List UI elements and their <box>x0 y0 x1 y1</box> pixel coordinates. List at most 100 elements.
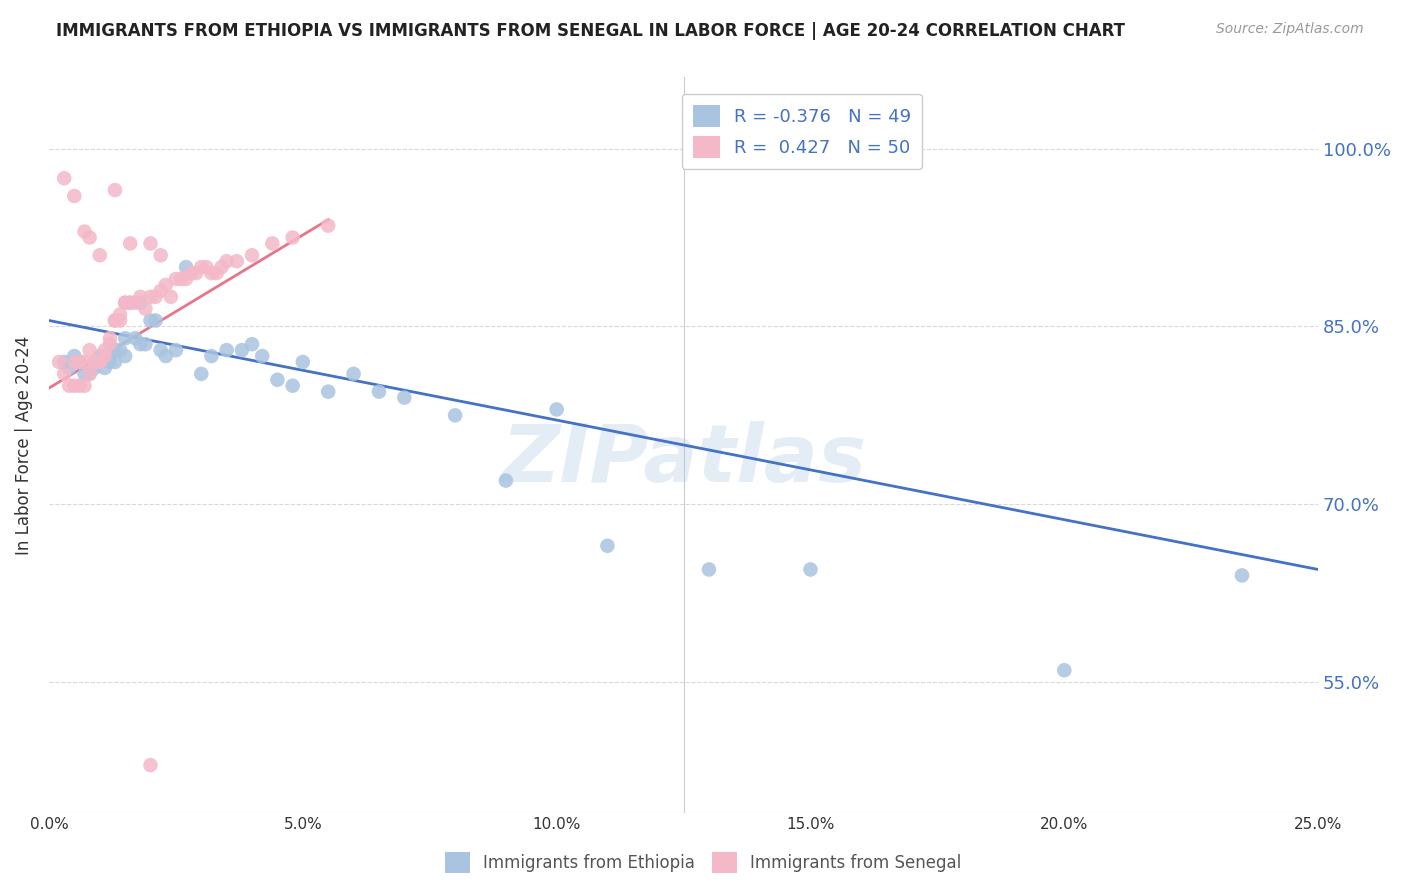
Point <box>316 219 339 233</box>
Point <box>190 260 212 274</box>
Point <box>73 367 96 381</box>
Point <box>108 313 131 327</box>
Point <box>240 337 263 351</box>
Point <box>89 355 111 369</box>
Point <box>83 355 105 369</box>
Point <box>67 355 90 369</box>
Point <box>73 225 96 239</box>
Point <box>155 349 177 363</box>
Point <box>124 295 146 310</box>
Point <box>262 236 284 251</box>
Point <box>108 308 131 322</box>
Point <box>120 295 142 310</box>
Point <box>165 272 187 286</box>
Point <box>63 355 86 369</box>
Point <box>205 266 228 280</box>
Point <box>291 355 314 369</box>
Point <box>225 254 247 268</box>
Legend: R = -0.376   N = 49, R =  0.427   N = 50: R = -0.376 N = 49, R = 0.427 N = 50 <box>682 94 922 169</box>
Point <box>79 343 101 358</box>
Point <box>444 409 467 423</box>
Point <box>155 277 177 292</box>
Point <box>170 272 193 286</box>
Point <box>83 360 105 375</box>
Y-axis label: In Labor Force | Age 20-24: In Labor Force | Age 20-24 <box>15 335 32 555</box>
Point <box>89 355 111 369</box>
Point <box>165 343 187 358</box>
Point <box>211 260 233 274</box>
Point <box>53 171 76 186</box>
Point <box>546 402 568 417</box>
Point <box>89 349 111 363</box>
Point <box>250 349 273 363</box>
Point <box>94 360 117 375</box>
Point <box>104 343 127 358</box>
Point <box>186 266 208 280</box>
Legend: Immigrants from Ethiopia, Immigrants from Senegal: Immigrants from Ethiopia, Immigrants fro… <box>439 846 967 880</box>
Point <box>104 313 127 327</box>
Point <box>79 230 101 244</box>
Point <box>281 378 304 392</box>
Point <box>114 331 136 345</box>
Point <box>596 539 619 553</box>
Point <box>240 248 263 262</box>
Point <box>73 378 96 392</box>
Point <box>215 254 238 268</box>
Point <box>316 384 339 399</box>
Point <box>120 295 142 310</box>
Point <box>139 290 162 304</box>
Point <box>63 349 86 363</box>
Point <box>129 290 152 304</box>
Point <box>139 313 162 327</box>
Point <box>200 266 222 280</box>
Point <box>94 343 117 358</box>
Point <box>799 562 821 576</box>
Point <box>98 355 121 369</box>
Point <box>98 337 121 351</box>
Point <box>139 236 162 251</box>
Point <box>53 355 76 369</box>
Point <box>104 313 127 327</box>
Point <box>139 758 162 772</box>
Point <box>129 295 152 310</box>
Point <box>108 343 131 358</box>
Point <box>120 236 142 251</box>
Point <box>104 183 127 197</box>
Point <box>281 230 304 244</box>
Point <box>149 248 172 262</box>
Point <box>67 355 90 369</box>
Point <box>63 378 86 392</box>
Point <box>114 349 136 363</box>
Point <box>79 367 101 381</box>
Point <box>48 355 70 369</box>
Point <box>79 367 101 381</box>
Text: Source: ZipAtlas.com: Source: ZipAtlas.com <box>1216 22 1364 37</box>
Point <box>53 367 76 381</box>
Point <box>145 313 167 327</box>
Point <box>190 367 212 381</box>
Point <box>149 343 172 358</box>
Point <box>1053 663 1076 677</box>
Point <box>495 474 517 488</box>
Text: IMMIGRANTS FROM ETHIOPIA VS IMMIGRANTS FROM SENEGAL IN LABOR FORCE | AGE 20-24 C: IMMIGRANTS FROM ETHIOPIA VS IMMIGRANTS F… <box>56 22 1125 40</box>
Point <box>104 355 127 369</box>
Point <box>89 248 111 262</box>
Point <box>114 295 136 310</box>
Point <box>58 378 80 392</box>
Point <box>89 355 111 369</box>
Point <box>67 378 90 392</box>
Point <box>149 284 172 298</box>
Point <box>134 301 156 316</box>
Point <box>124 331 146 345</box>
Text: ZIPatlas: ZIPatlas <box>501 421 866 499</box>
Point <box>195 260 218 274</box>
Point <box>145 290 167 304</box>
Point <box>266 373 288 387</box>
Point <box>58 360 80 375</box>
Point <box>129 337 152 351</box>
Point <box>94 349 117 363</box>
Point <box>1230 568 1253 582</box>
Point <box>114 295 136 310</box>
Point <box>83 355 105 369</box>
Point <box>394 391 416 405</box>
